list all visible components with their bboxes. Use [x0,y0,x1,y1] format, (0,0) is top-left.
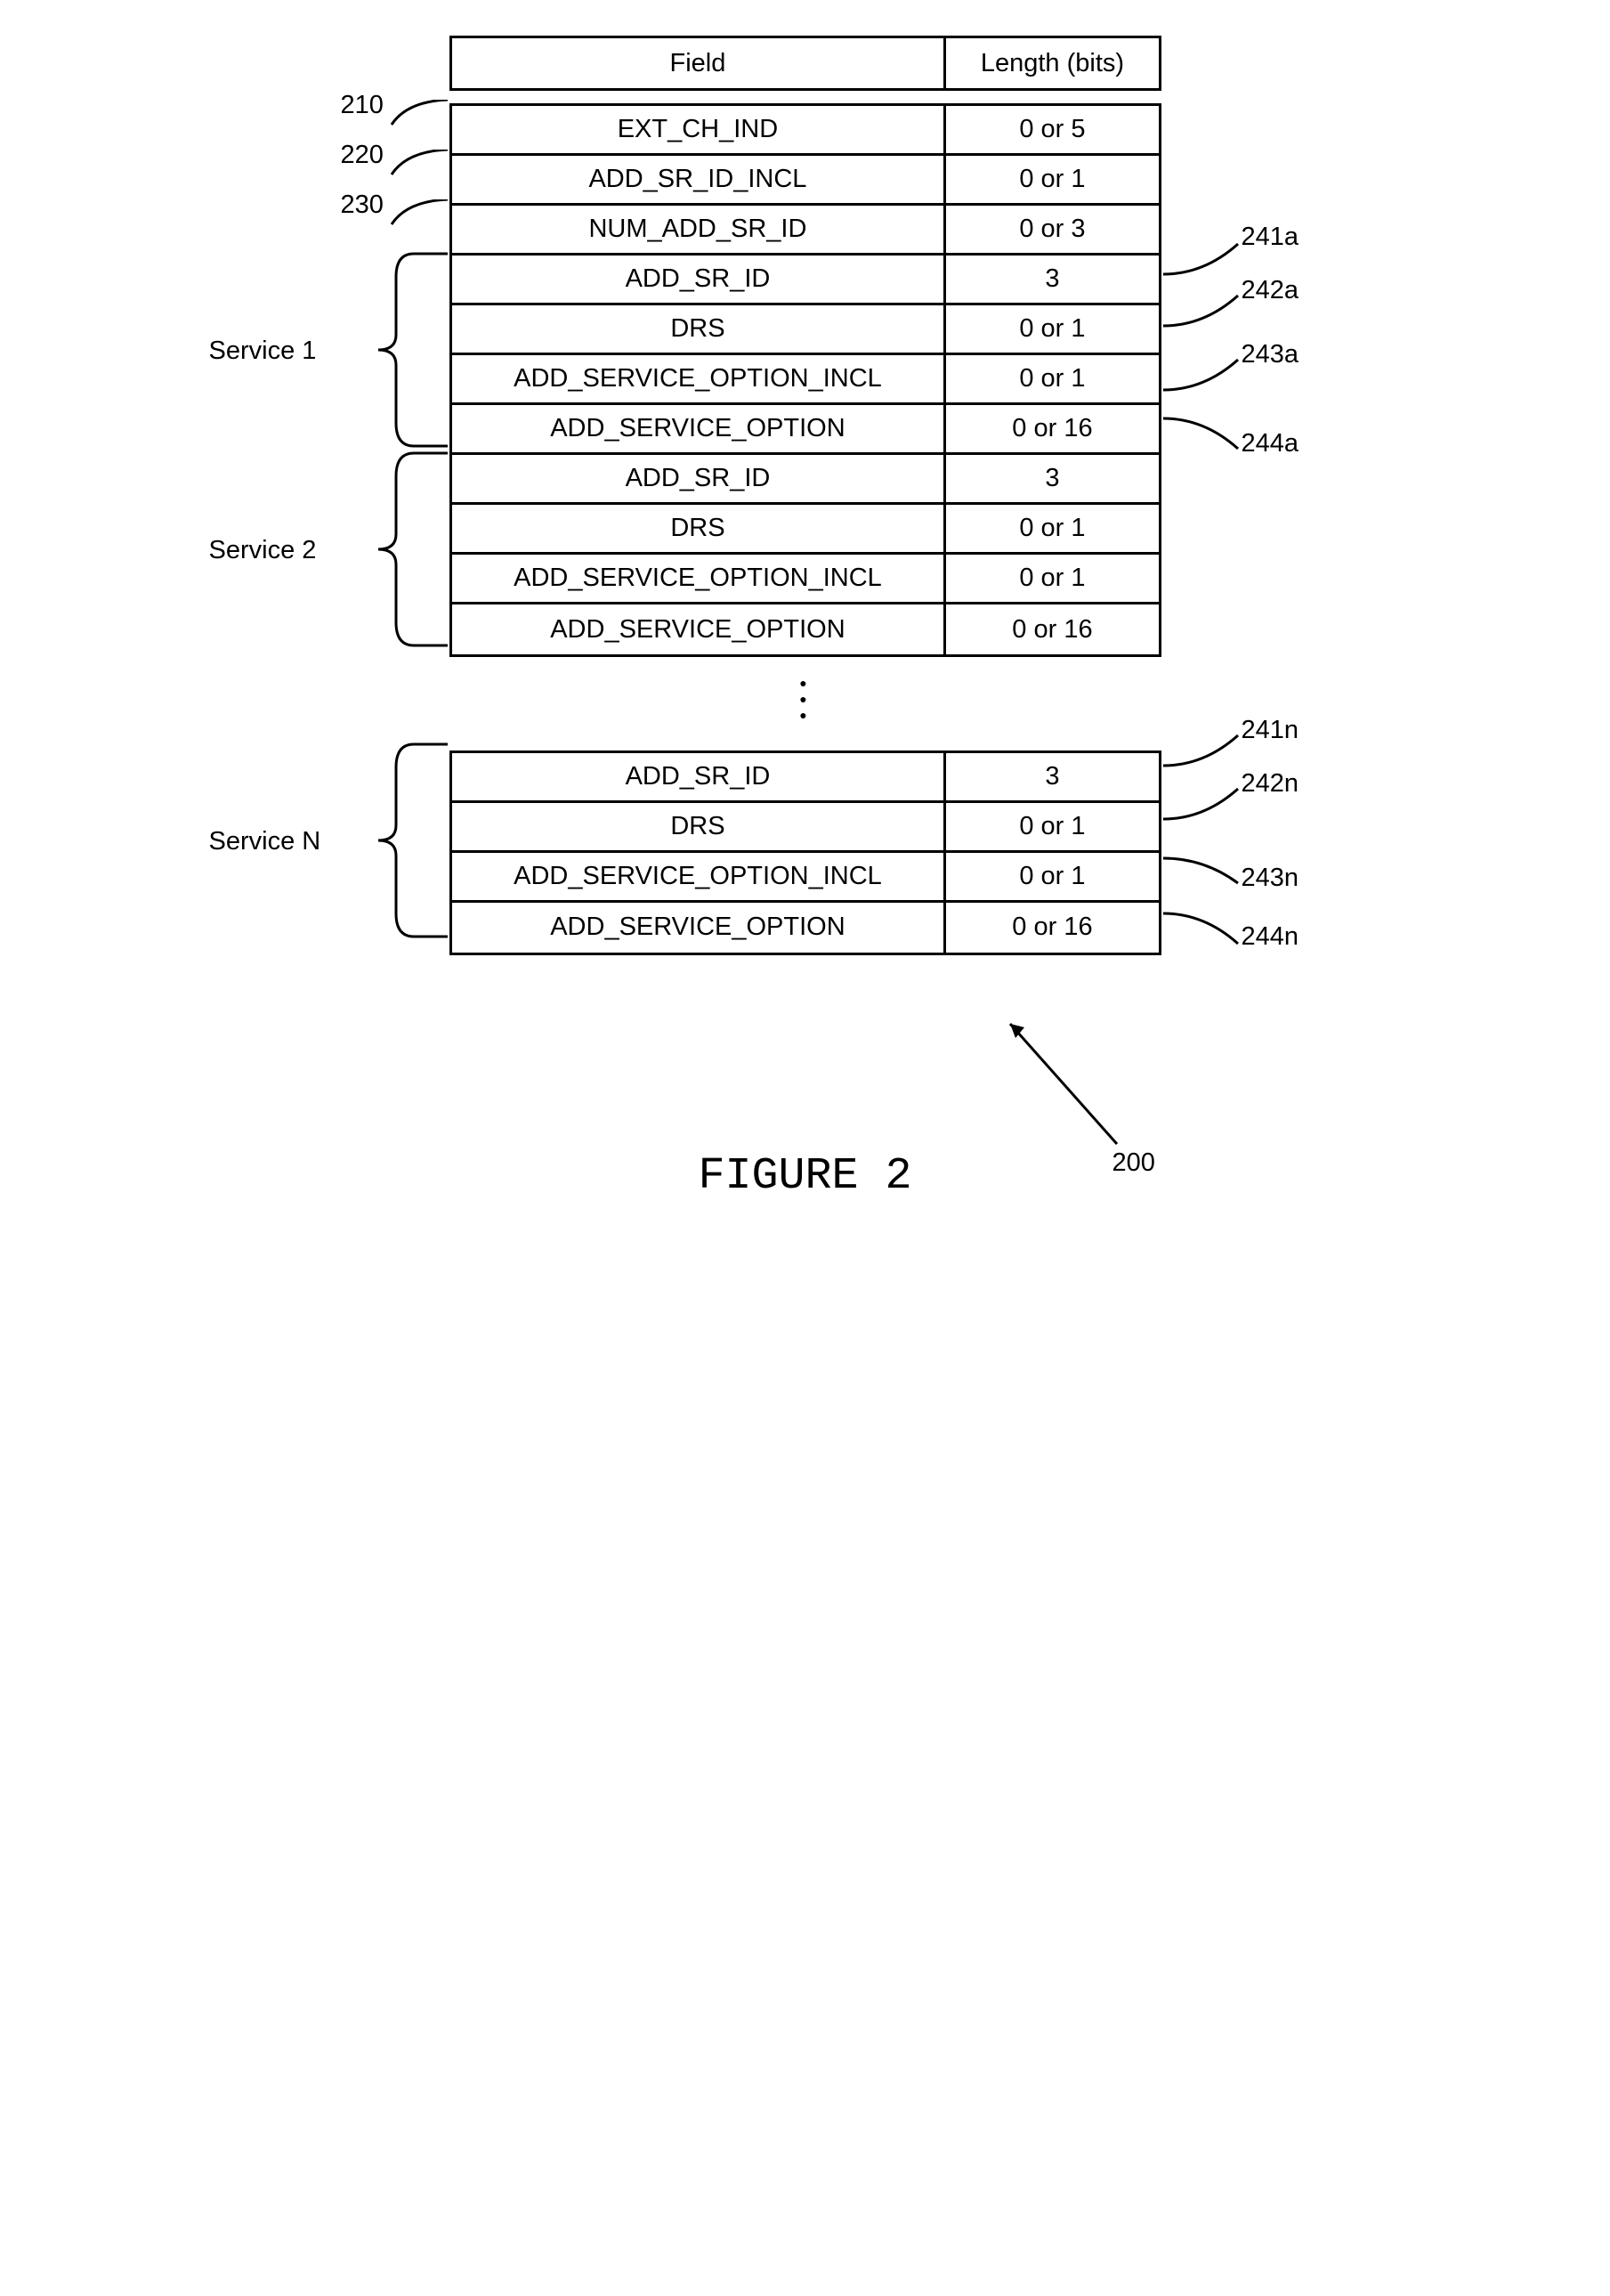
field-cell: DRS [452,505,947,552]
gap-1 [138,91,1473,103]
ref-244a: 244a [1242,429,1299,458]
label-service-1: Service 1 [209,337,317,366]
ref-244n: 244n [1242,922,1299,952]
ref-243n-tick-icon [1161,855,1242,890]
field-cell: ADD_SERVICE_OPTION [452,405,947,452]
ellipsis-dots: ●●● [449,657,1161,750]
brace-service-1-icon [325,250,449,450]
header-row: Field Length (bits) [452,38,1159,88]
row-add-sr-id-incl: ADD_SR_ID_INCL 0 or 1 [452,156,1159,206]
ref-210-tick-icon [387,100,449,135]
field-cell: ADD_SR_ID [452,753,947,800]
label-service-2: Service 2 [209,536,317,565]
label-service-n: Service N [209,827,321,856]
field-cell: NUM_ADD_SR_ID [452,206,947,253]
row-num-add-sr-id: NUM_ADD_SR_ID 0 or 3 [452,206,1159,256]
length-cell: 0 or 1 [946,305,1158,353]
length-cell: 0 or 1 [946,355,1158,402]
ref-243a-tick-icon [1161,356,1242,392]
field-cell: DRS [452,803,947,850]
ref-220-tick-icon [387,150,449,185]
service1-row4: ADD_SERVICE_OPTION 0 or 16 [452,405,1159,455]
brace-service-n-icon [325,741,449,940]
service1-row1: ADD_SR_ID 3 [452,256,1159,305]
header-table: Field Length (bits) [449,36,1161,91]
length-cell: 0 or 1 [946,555,1158,602]
field-cell: ADD_SERVICE_OPTION_INCL [452,355,947,402]
length-cell: 3 [946,256,1158,303]
service1-row2: DRS 0 or 1 [452,305,1159,355]
ref-241a-tick-icon [1161,240,1242,276]
ref-230: 230 [341,191,384,220]
arrow-200-icon [983,1006,1161,1166]
ref-244a-tick-icon [1161,415,1242,450]
length-header: Length (bits) [946,38,1158,88]
field-cell: ADD_SR_ID_INCL [452,156,947,203]
ref-241n-tick-icon [1161,732,1242,767]
ref-244n-tick-icon [1161,910,1242,945]
figure-title: FIGURE 2 [138,1151,1473,1202]
ref-242a-tick-icon [1161,292,1242,328]
field-cell: ADD_SR_ID [452,455,947,502]
length-cell: 0 or 1 [946,156,1158,203]
length-cell: 3 [946,753,1158,800]
length-cell: 0 or 5 [946,106,1158,153]
servicen-row3: ADD_SERVICE_OPTION_INCL 0 or 1 [452,853,1159,903]
length-cell: 0 or 1 [946,853,1158,900]
field-cell: EXT_CH_IND [452,106,947,153]
ref-242a: 242a [1242,276,1299,305]
service1-row3: ADD_SERVICE_OPTION_INCL 0 or 1 [452,355,1159,405]
ref-210: 210 [341,91,384,120]
field-cell: ADD_SERVICE_OPTION_INCL [452,555,947,602]
field-cell: ADD_SR_ID [452,256,947,303]
servicen-row4: ADD_SERVICE_OPTION 0 or 16 [452,903,1159,953]
ref-243n: 243n [1242,864,1299,893]
field-cell: DRS [452,305,947,353]
length-cell: 0 or 3 [946,206,1158,253]
ref-200: 200 [1112,1148,1155,1178]
length-cell: 0 or 1 [946,803,1158,850]
ref-241n: 241n [1242,716,1299,745]
service2-row2: DRS 0 or 1 [452,505,1159,555]
length-cell: 0 or 16 [946,604,1158,654]
ref-220: 220 [341,141,384,170]
field-cell: ADD_SERVICE_OPTION [452,903,947,953]
ref-242n: 242n [1242,769,1299,799]
ref-243a: 243a [1242,340,1299,369]
field-header: Field [452,38,947,88]
length-cell: 3 [946,455,1158,502]
ref-230-tick-icon [387,199,449,235]
field-cell: ADD_SERVICE_OPTION_INCL [452,853,947,900]
length-cell: 0 or 16 [946,903,1158,953]
length-cell: 0 or 16 [946,405,1158,452]
service2-row3: ADD_SERVICE_OPTION_INCL 0 or 1 [452,555,1159,604]
service-n-table: ADD_SR_ID 3 DRS 0 or 1 ADD_SERVICE_OPTIO… [449,750,1161,955]
ref-242n-tick-icon [1161,785,1242,821]
servicen-row2: DRS 0 or 1 [452,803,1159,853]
ref-241a: 241a [1242,223,1299,252]
main-table: EXT_CH_IND 0 or 5 ADD_SR_ID_INCL 0 or 1 … [449,103,1161,657]
service2-row1: ADD_SR_ID 3 [452,455,1159,505]
field-cell: ADD_SERVICE_OPTION [452,604,947,654]
service2-row4: ADD_SERVICE_OPTION 0 or 16 [452,604,1159,654]
row-ext-ch-ind: EXT_CH_IND 0 or 5 [452,106,1159,156]
length-cell: 0 or 1 [946,505,1158,552]
servicen-row1: ADD_SR_ID 3 [452,753,1159,803]
brace-service-2-icon [325,450,449,649]
figure-2-diagram: Field Length (bits) EXT_CH_IND 0 or 5 AD… [138,36,1473,1202]
